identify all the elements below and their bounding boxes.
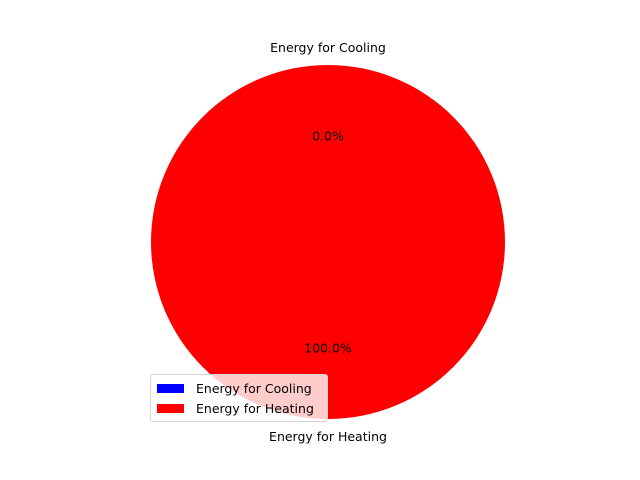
pie-label-cooling: Energy for Cooling <box>270 40 386 55</box>
legend-swatch-cooling <box>157 384 184 393</box>
legend-label-cooling: Energy for Cooling <box>196 381 312 396</box>
legend-swatch-heating <box>157 404 184 413</box>
pct-label-heating: 100.0% <box>304 341 352 356</box>
legend-label-heating: Energy for Heating <box>196 401 314 416</box>
legend: Energy for Cooling Energy for Heating <box>150 374 328 422</box>
pct-label-cooling: 0.0% <box>312 128 344 143</box>
legend-entry-cooling: Energy for Cooling <box>157 378 321 398</box>
pie-slice-heating <box>151 65 505 419</box>
pie-slices <box>151 65 505 419</box>
pie-label-heating: Energy for Heating <box>269 429 387 444</box>
legend-entry-heating: Energy for Heating <box>157 398 321 418</box>
